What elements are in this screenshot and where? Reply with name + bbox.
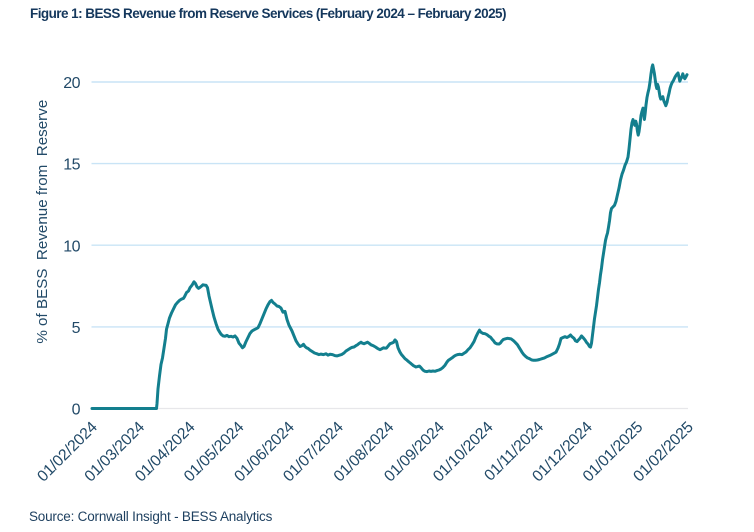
svg-text:% of BESS Revenue from Reser: % of BESS Revenue from Reserve (34, 100, 51, 344)
svg-text:5: 5 (72, 320, 81, 337)
svg-text:10: 10 (63, 238, 80, 255)
svg-text:0: 0 (72, 402, 81, 419)
svg-text:15: 15 (63, 157, 80, 174)
svg-text:20: 20 (63, 75, 80, 92)
svg-text:Figure 1: BESS Revenue from Re: Figure 1: BESS Revenue from Reserve Serv… (30, 6, 506, 21)
svg-text:Source: Cornwall Insight - BES: Source: Cornwall Insight - BESS Analytic… (29, 509, 273, 524)
